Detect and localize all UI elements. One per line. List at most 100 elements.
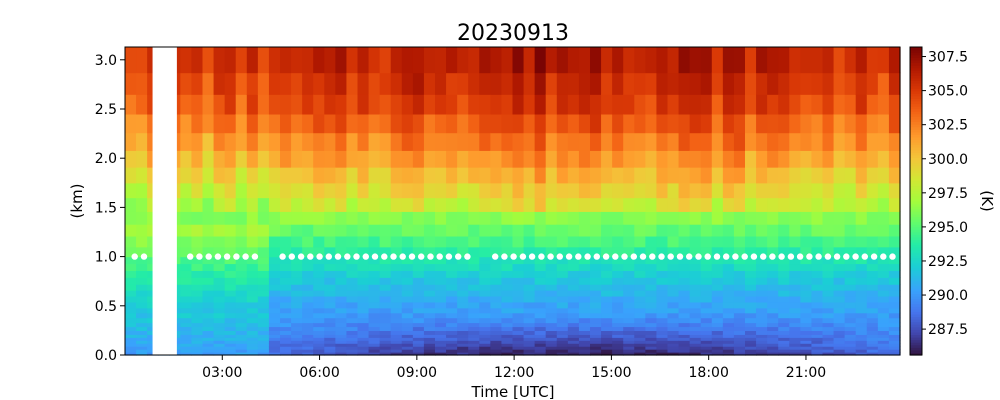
heatmap-cell xyxy=(656,47,669,74)
heatmap-cell xyxy=(291,256,303,265)
heatmap-cell xyxy=(401,337,414,341)
heatmap-cell xyxy=(855,197,868,212)
heatmap-cell xyxy=(645,150,658,168)
heatmap-cell xyxy=(556,340,569,344)
heatmap-cell xyxy=(435,330,447,335)
heatmap-cell xyxy=(866,270,879,278)
heatmap-cell xyxy=(800,224,813,237)
colorbar-segment xyxy=(910,113,922,117)
heatmap-cell xyxy=(401,132,414,151)
heatmap-cell xyxy=(601,337,613,341)
heatmap-cell xyxy=(534,263,547,271)
heatmap-cell xyxy=(789,72,801,95)
heatmap-cell xyxy=(446,277,458,285)
heatmap-cell xyxy=(745,312,757,319)
heatmap-cell xyxy=(457,263,469,271)
heatmap-cell xyxy=(401,150,414,168)
heatmap-cell xyxy=(490,113,503,134)
heatmap-cell xyxy=(246,284,259,291)
heatmap-cell xyxy=(590,277,602,285)
heatmap-cell xyxy=(623,326,635,331)
heatmap-cell xyxy=(368,197,381,212)
dotted-line-marker xyxy=(870,253,878,260)
heatmap-cell xyxy=(645,211,658,225)
heatmap-cell xyxy=(534,224,547,237)
heatmap-cell xyxy=(224,284,237,291)
heatmap-cell xyxy=(678,72,691,95)
heatmap-cell xyxy=(357,72,370,95)
heatmap-cell xyxy=(888,211,901,225)
heatmap-cell xyxy=(623,307,635,314)
heatmap-cell xyxy=(756,224,768,237)
heatmap-cell xyxy=(789,330,801,335)
heatmap-cell xyxy=(767,246,779,258)
heatmap-cell xyxy=(811,326,824,331)
heatmap-cell xyxy=(291,182,303,199)
heatmap-cell xyxy=(745,94,757,115)
dotted-line-marker xyxy=(575,253,582,260)
heatmap-cell xyxy=(866,72,879,95)
heatmap-cell xyxy=(125,277,137,285)
heatmap-cell xyxy=(235,326,248,331)
dotted-line-marker xyxy=(796,253,804,260)
heatmap-cell xyxy=(811,256,824,265)
heatmap-cell xyxy=(357,352,370,356)
heatmap-cell xyxy=(224,326,237,331)
heatmap-cell xyxy=(667,322,680,328)
heatmap-cell xyxy=(523,340,536,344)
heatmap-cell xyxy=(224,197,237,212)
heatmap-cell xyxy=(268,290,281,297)
heatmap-cell xyxy=(833,290,846,297)
heatmap-cell xyxy=(778,322,790,328)
heatmap-cell xyxy=(733,307,746,314)
heatmap-cell xyxy=(313,346,325,350)
heatmap-cell xyxy=(623,235,635,248)
heatmap-cell xyxy=(490,263,503,271)
heatmap-cell xyxy=(590,346,602,350)
heatmap-cell xyxy=(368,94,381,115)
heatmap-cell xyxy=(435,72,447,95)
heatmap-cell xyxy=(512,322,525,328)
heatmap-cell xyxy=(767,182,779,199)
heatmap-cell xyxy=(423,295,436,303)
heatmap-cell xyxy=(412,330,425,335)
heatmap-cell xyxy=(412,113,425,134)
heatmap-cell xyxy=(357,211,370,225)
heatmap-cell xyxy=(800,330,813,335)
heatmap-cell xyxy=(346,246,359,258)
missing-data-gap-band xyxy=(152,47,177,355)
colorbar-segment xyxy=(910,85,922,89)
heatmap-cell xyxy=(191,334,204,338)
heatmap-cell xyxy=(346,352,359,356)
heatmap-cell xyxy=(501,270,514,278)
heatmap-cell xyxy=(545,284,558,291)
heatmap-cell xyxy=(590,72,602,95)
heatmap-cell xyxy=(844,224,857,237)
colorbar-segment xyxy=(910,288,922,292)
heatmap-cell xyxy=(346,284,359,291)
heatmap-cell xyxy=(213,330,226,335)
heatmap-cell xyxy=(811,270,824,278)
heatmap-cell xyxy=(634,277,646,285)
heatmap-cell xyxy=(136,277,148,285)
heatmap-cell xyxy=(125,326,137,331)
heatmap-cell xyxy=(501,150,514,168)
colorbar-segment xyxy=(910,134,922,138)
heatmap-cell xyxy=(512,326,525,331)
heatmap-cell xyxy=(191,317,204,324)
heatmap-cell xyxy=(479,182,491,199)
heatmap-cell xyxy=(789,317,801,324)
heatmap-cell xyxy=(855,322,868,328)
heatmap-cell xyxy=(324,263,336,271)
heatmap-cell xyxy=(202,312,215,319)
heatmap-cell xyxy=(390,284,403,291)
heatmap-cell xyxy=(601,277,613,285)
heatmap-cell xyxy=(235,224,248,237)
heatmap-cell xyxy=(136,270,148,278)
heatmap-cell xyxy=(567,334,580,338)
heatmap-cell xyxy=(578,346,591,350)
heatmap-cell xyxy=(512,182,525,199)
heatmap-cell xyxy=(490,235,503,248)
heatmap-cell xyxy=(457,47,469,74)
heatmap-cell xyxy=(291,277,303,285)
